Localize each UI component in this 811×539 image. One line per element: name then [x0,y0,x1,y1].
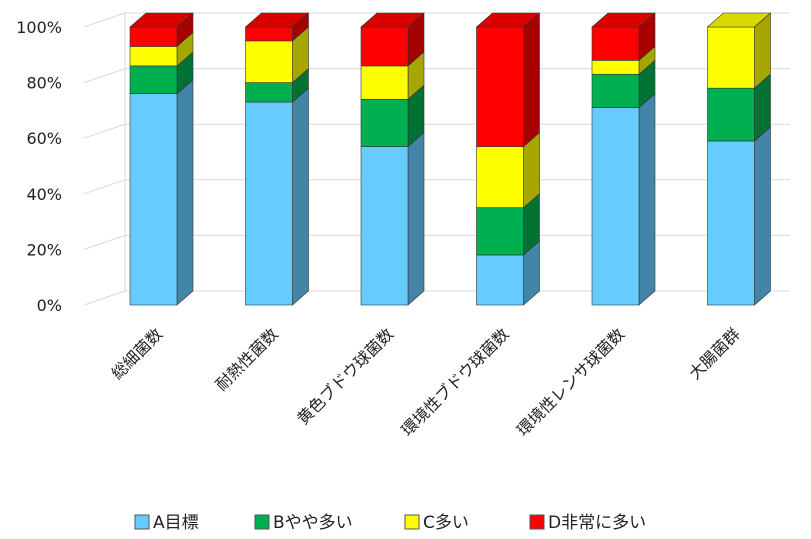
bar-front [707,140,755,306]
bar-front [476,26,524,147]
bar-stack [244,12,310,306]
bar-front [129,93,178,306]
legend-swatch [529,514,545,530]
bar-front [476,146,524,208]
legend-item: A目標 [134,513,199,533]
bar-side [176,79,194,306]
bar-front [591,60,640,75]
legend-swatch [404,514,420,530]
bar-side [523,12,540,148]
bar-front [360,98,409,147]
category-label: 環境性ブドウ球菌数 [398,324,513,439]
legend-label: A目標 [153,513,199,533]
y-tick-label: 60% [26,129,62,148]
category-label: 大腸菌群 [685,324,744,383]
bar-side [407,131,425,306]
y-tick-label: 100% [16,18,62,37]
x-axis-labels: 総細菌数 耐熱性菌数 黄色ブドウ球菌数 環境性ブドウ球菌数 環境性レンサ球菌数 大腸菌群 [108,324,744,439]
bar-front [129,65,178,95]
bar-stack [360,12,425,306]
bar-front [245,101,293,306]
bar-stack [591,12,656,306]
category-label: 環境性レンサ球菌数 [513,324,628,439]
bar-top [706,12,772,28]
legend-label: D非常に多い [548,513,646,533]
bar-front [245,26,293,42]
y-tick-label: 20% [26,240,62,259]
y-tick-label: 80% [26,74,62,93]
bar-top [244,12,310,28]
y-axis-ticks: 0% 20% 40% 60% 80% 100% [16,18,62,315]
bar-segment [707,126,771,306]
bar-segment [591,59,656,109]
bar-front [707,26,755,89]
category-label: 黄色ブドウ球菌数 [293,324,397,428]
bar-segment [245,87,309,306]
bar-front [245,40,293,83]
bar-segment [707,12,771,89]
gridline-side [83,12,126,28]
bar-stack [475,12,541,306]
category-label: 総細菌数 [108,324,167,383]
bar-front [129,26,178,47]
bar-segment [476,240,540,306]
bar-segment [591,12,656,62]
legend: A目標 Bやや多い C多い D非常に多い [134,513,646,533]
bar-segment [360,131,425,306]
bar-segment [476,193,540,256]
bar-side [638,92,656,306]
gridline-side [83,123,126,139]
bar-front [245,82,293,103]
bar-segment [476,131,540,209]
bar-front [591,107,640,306]
bar-stack [706,12,772,306]
bar-front [591,73,640,108]
bar-segment [476,12,540,148]
bar-front [360,26,409,67]
bar-segment [591,92,656,306]
gridline-side [83,290,126,306]
bar-segment [129,31,194,67]
bar-segment [129,79,194,306]
bar-segment [591,45,656,75]
bars [129,12,772,306]
legend-item: Bやや多い [254,513,353,533]
bar-top [591,12,656,28]
bar-side [292,87,309,306]
gridline-side [83,68,126,84]
bar-front [591,26,640,61]
bar-front [476,207,524,256]
bar-top [360,12,425,28]
legend-label: Bやや多い [273,513,353,533]
bar-top [475,12,541,28]
legend-item: C多い [404,513,469,533]
legend-item: D非常に多い [529,513,646,533]
y-tick-label: 0% [37,296,62,315]
category-label: 耐熱性菌数 [212,324,282,394]
bar-front [707,87,755,142]
bar-front [360,65,409,100]
legend-swatch [134,514,150,530]
bar-segment [360,12,425,67]
bar-front [129,46,178,67]
bar-segment [360,84,425,148]
bar-stack [129,12,194,306]
y-tick-label: 40% [26,185,62,204]
bar-segment [707,73,771,142]
bar-segment [129,51,194,95]
legend-label: C多い [423,513,469,533]
bar-side [754,126,771,306]
gridline-side [83,179,126,195]
bar-front [476,254,524,306]
gridlines [83,12,790,306]
gridline-side [83,234,126,250]
bar-segment [360,51,425,100]
bar-front [360,146,409,306]
legend-swatch [254,514,270,530]
bar-top [129,12,194,28]
